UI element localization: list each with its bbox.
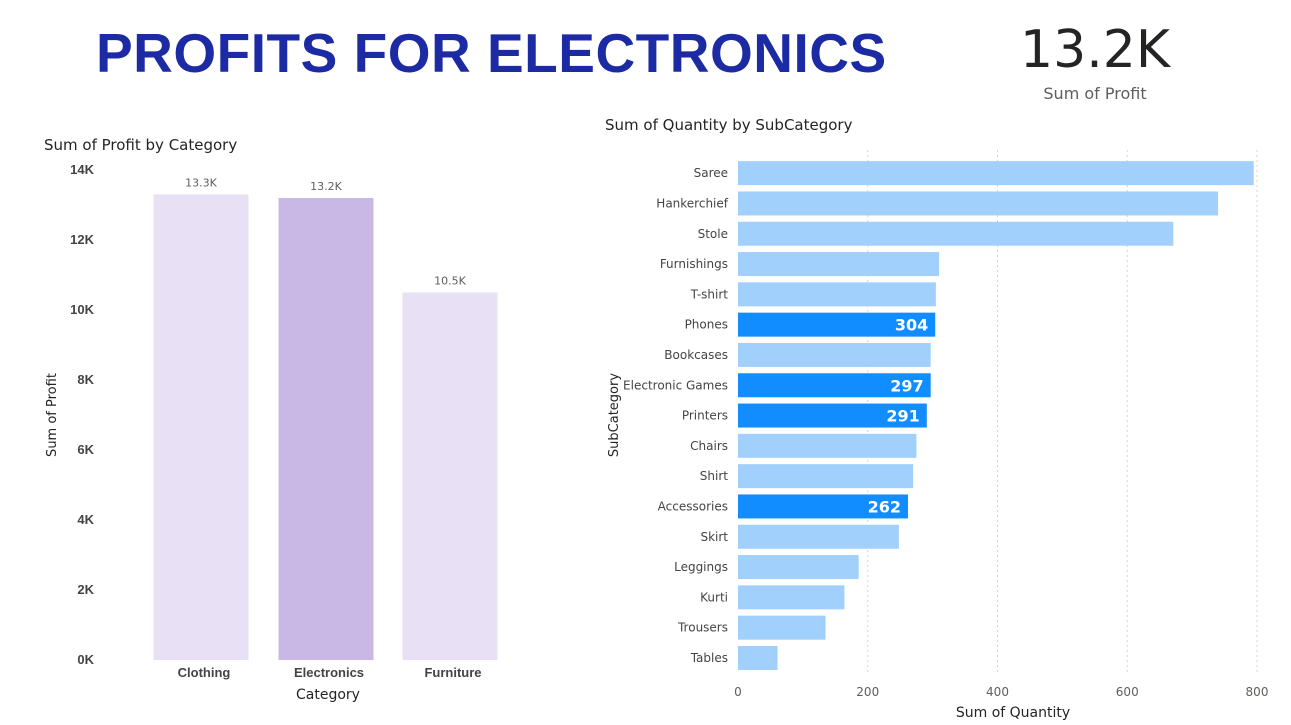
bar-kurti[interactable] bbox=[738, 585, 845, 610]
bar-trousers[interactable] bbox=[738, 615, 826, 640]
data-label: 10.5K bbox=[434, 275, 466, 288]
y-axis-label: Sum of Profit bbox=[45, 373, 60, 457]
x-tick-label: 800 bbox=[1246, 685, 1269, 699]
bar-chairs[interactable] bbox=[738, 433, 917, 458]
y-tick-label: Trousers bbox=[677, 621, 728, 635]
y-tick-label: T-shirt bbox=[690, 287, 729, 301]
x-tick-label: Furniture bbox=[424, 665, 481, 680]
data-label: 304 bbox=[895, 316, 928, 335]
bar-phones[interactable] bbox=[738, 312, 936, 337]
y-tick-label: 12K bbox=[70, 232, 94, 247]
y-tick-label: Skirt bbox=[700, 530, 728, 544]
profit-by-category-chart[interactable]: 0K 2K 4K 6K 8K 10K 12K 14K 13.3K Clothing 13.2K Ele… bbox=[0, 0, 600, 725]
bar-electronic-games[interactable] bbox=[738, 373, 931, 398]
y-axis-label: SubCategory bbox=[607, 373, 622, 457]
y-tick-label: Printers bbox=[682, 409, 728, 423]
x-tick-label: 400 bbox=[986, 685, 1009, 699]
profit-chart-title: Sum of Profit by Category bbox=[44, 136, 238, 154]
y-tick-label: Furnishings bbox=[660, 257, 728, 271]
y-tick-label: 4K bbox=[77, 512, 94, 527]
bar-leggings[interactable] bbox=[738, 555, 859, 580]
bar-bookcases[interactable] bbox=[738, 342, 931, 367]
data-label: 262 bbox=[868, 497, 901, 516]
bar-tables[interactable] bbox=[738, 645, 778, 670]
bar-printers[interactable] bbox=[738, 403, 927, 428]
data-label: 297 bbox=[890, 376, 923, 395]
y-tick-label: Saree bbox=[694, 166, 728, 180]
x-tick-label: Electronics bbox=[294, 665, 364, 680]
y-tick-label: Hankerchief bbox=[656, 196, 728, 210]
bar-clothing[interactable] bbox=[153, 194, 249, 661]
kpi-card-value: 13.2K bbox=[1020, 20, 1170, 80]
y-tick-label: 14K bbox=[70, 162, 94, 177]
y-tick-label: Tables bbox=[690, 651, 728, 665]
bar-skirt[interactable] bbox=[738, 524, 899, 549]
y-tick-label: Stole bbox=[698, 227, 728, 241]
bar-accessories[interactable] bbox=[738, 494, 908, 519]
bar-stole[interactable] bbox=[738, 221, 1174, 246]
bar-furnishings[interactable] bbox=[738, 252, 940, 277]
y-tick-label: Electronic Games bbox=[623, 378, 728, 392]
y-tick-label: 6K bbox=[77, 442, 94, 457]
y-tick-label: 8K bbox=[77, 372, 94, 387]
data-label: 13.3K bbox=[185, 177, 217, 190]
y-tick-label: 0K bbox=[77, 652, 94, 667]
bar-shirt[interactable] bbox=[738, 464, 914, 489]
data-label: 13.2K bbox=[310, 180, 342, 193]
x-axis-label: Category bbox=[296, 687, 360, 703]
quantity-chart-title: Sum of Quantity by SubCategory bbox=[605, 116, 853, 134]
x-axis-label: Sum of Quantity bbox=[956, 705, 1070, 721]
x-tick-label: 200 bbox=[856, 685, 879, 699]
x-tick-label: 0 bbox=[734, 685, 742, 699]
bar-saree[interactable] bbox=[738, 161, 1254, 186]
page-title: PROFITS FOR ELECTRONICS bbox=[96, 22, 887, 84]
y-tick-label: 10K bbox=[70, 302, 94, 317]
y-tick-label: Kurti bbox=[700, 590, 728, 604]
x-tick-label: 600 bbox=[1116, 685, 1139, 699]
bar-hankerchief[interactable] bbox=[738, 191, 1219, 216]
data-label: 291 bbox=[886, 407, 919, 426]
x-tick-label: Clothing bbox=[178, 665, 231, 680]
y-tick-label: Leggings bbox=[674, 560, 728, 574]
y-tick-label: Shirt bbox=[700, 469, 728, 483]
y-tick-label: Bookcases bbox=[664, 348, 728, 362]
kpi-card-label: Sum of Profit bbox=[1043, 84, 1147, 103]
y-tick-label: Accessories bbox=[658, 499, 728, 513]
bar-electronics[interactable] bbox=[278, 198, 374, 660]
bar-t-shirt[interactable] bbox=[738, 282, 936, 307]
bar-furniture[interactable] bbox=[402, 292, 498, 661]
y-tick-label: Phones bbox=[685, 318, 728, 332]
y-tick-label: Chairs bbox=[690, 439, 728, 453]
y-tick-label: 2K bbox=[77, 582, 94, 597]
